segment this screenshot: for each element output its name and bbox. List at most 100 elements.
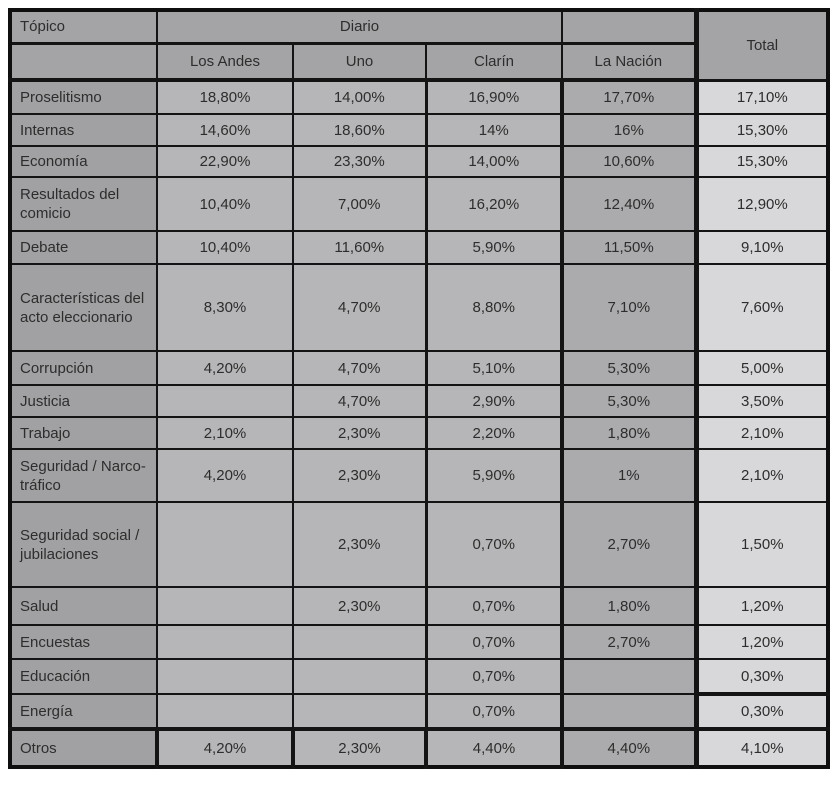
value-cell: 4,40% bbox=[423, 727, 564, 768]
total-value-cell: 2,10% bbox=[693, 448, 830, 503]
value-cell: 1,80% bbox=[560, 416, 698, 450]
value-cell bbox=[292, 693, 427, 730]
value-cell: 2,30% bbox=[292, 501, 427, 588]
diario-group-header: Diario bbox=[155, 9, 564, 45]
total-value-cell: 15,30% bbox=[693, 145, 830, 178]
topic-cell: Resultados del comicio bbox=[9, 176, 158, 232]
row-proselitismo: Proselitismo 18,80% 14,00% 16,90% 17,70%… bbox=[9, 79, 830, 115]
header-row-group: Tópico Diario Total bbox=[9, 9, 830, 82]
value-cell: 0,70% bbox=[424, 693, 564, 730]
value-cell: 4,20% bbox=[156, 350, 294, 386]
value-cell: 16,20% bbox=[424, 176, 564, 232]
value-cell: 18,80% bbox=[156, 79, 294, 115]
value-cell: 4,70% bbox=[292, 350, 427, 386]
value-cell: 7,00% bbox=[292, 176, 427, 232]
value-cell: 4,20% bbox=[155, 727, 294, 768]
row-resultados-del-comicio: Resultados del comicio 10,40% 7,00% 16,2… bbox=[9, 176, 830, 232]
topic-cell: Otros bbox=[9, 727, 158, 768]
value-cell: 2,90% bbox=[424, 384, 564, 418]
value-cell: 14,00% bbox=[424, 145, 564, 178]
total-value-cell: 0,30% bbox=[693, 693, 830, 730]
value-cell: 2,70% bbox=[560, 624, 698, 660]
value-cell: 10,60% bbox=[560, 145, 698, 178]
topic-cell: Trabajo bbox=[9, 416, 158, 450]
value-cell bbox=[156, 384, 294, 418]
topics-by-newspaper-table: Tópico Diario Total Los Andes Uno Clarín… bbox=[8, 8, 831, 769]
value-cell: 8,80% bbox=[424, 263, 564, 352]
value-cell bbox=[560, 658, 698, 695]
value-cell: 18,60% bbox=[292, 113, 427, 147]
value-cell: 11,50% bbox=[560, 230, 698, 265]
value-cell: 0,70% bbox=[424, 624, 564, 660]
row-justicia: Justicia 4,70% 2,90% 5,30% 3,50% bbox=[9, 384, 830, 418]
value-cell: 2,10% bbox=[156, 416, 294, 450]
topic-cell: Seguridad / Narco-tráfico bbox=[9, 448, 158, 503]
row-educacion: Educación 0,70% 0,30% bbox=[9, 658, 830, 696]
topic-cell: Internas bbox=[9, 113, 158, 147]
row-debate: Debate 10,40% 11,60% 5,90% 11,50% 9,10% bbox=[9, 230, 830, 265]
topic-cell: Encuestas bbox=[9, 624, 158, 660]
total-value-cell: 17,10% bbox=[693, 79, 830, 115]
value-cell: 5,90% bbox=[424, 230, 564, 265]
topic-cell: Justicia bbox=[9, 384, 158, 418]
row-seguridad-social-jubilaciones: Seguridad social / jubilaciones 2,30% 0,… bbox=[9, 501, 830, 588]
value-cell: 17,70% bbox=[560, 79, 698, 115]
value-cell: 10,40% bbox=[156, 176, 294, 232]
total-value-cell: 2,10% bbox=[693, 416, 830, 450]
value-cell: 16,90% bbox=[424, 79, 564, 115]
value-cell: 5,30% bbox=[560, 384, 698, 418]
total-value-cell: 5,00% bbox=[693, 350, 830, 386]
value-cell: 8,30% bbox=[156, 263, 294, 352]
total-value-cell: 1,50% bbox=[693, 501, 830, 588]
value-cell bbox=[156, 586, 294, 626]
total-value-cell: 7,60% bbox=[693, 263, 830, 352]
topic-column-header: Tópico bbox=[9, 9, 158, 45]
value-cell: 4,40% bbox=[560, 727, 698, 768]
value-cell: 0,70% bbox=[424, 586, 564, 626]
row-energia: Energía 0,70% 0,30% bbox=[9, 693, 830, 730]
value-cell: 5,10% bbox=[424, 350, 564, 386]
value-cell bbox=[156, 501, 294, 588]
row-encuestas: Encuestas 0,70% 2,70% 1,20% bbox=[9, 624, 830, 660]
value-cell bbox=[156, 693, 294, 730]
value-cell: 5,90% bbox=[424, 448, 564, 503]
total-value-cell: 15,30% bbox=[693, 113, 830, 147]
row-salud: Salud 2,30% 0,70% 1,80% 1,20% bbox=[9, 586, 830, 626]
value-cell: 14,60% bbox=[156, 113, 294, 147]
row-otros: Otros 4,20% 2,30% 4,40% 4,40% 4,10% bbox=[9, 727, 830, 768]
value-cell: 0,70% bbox=[424, 501, 564, 588]
row-economia: Economía 22,90% 23,30% 14,00% 10,60% 15,… bbox=[9, 145, 830, 178]
column-header-los-andes: Los Andes bbox=[156, 42, 294, 82]
total-value-cell: 0,30% bbox=[693, 658, 830, 696]
row-corrupcion: Corrupción 4,20% 4,70% 5,10% 5,30% 5,00% bbox=[9, 350, 830, 386]
value-cell: 11,60% bbox=[292, 230, 427, 265]
topic-cell: Educación bbox=[9, 658, 158, 695]
value-cell bbox=[292, 658, 427, 695]
value-cell: 1% bbox=[560, 448, 698, 503]
row-seguridad-narcotrafico: Seguridad / Narco-tráfico 4,20% 2,30% 5,… bbox=[9, 448, 830, 503]
value-cell: 2,30% bbox=[292, 586, 427, 626]
value-cell: 5,30% bbox=[560, 350, 698, 386]
value-cell bbox=[292, 624, 427, 660]
value-cell: 2,30% bbox=[291, 727, 427, 768]
row-trabajo: Trabajo 2,10% 2,30% 2,20% 1,80% 2,10% bbox=[9, 416, 830, 450]
total-value-cell: 3,50% bbox=[693, 384, 830, 418]
value-cell: 4,20% bbox=[156, 448, 294, 503]
value-cell: 2,20% bbox=[424, 416, 564, 450]
value-cell: 14,00% bbox=[292, 79, 427, 115]
total-value-cell: 9,10% bbox=[693, 230, 830, 265]
value-cell: 2,30% bbox=[292, 416, 427, 450]
value-cell bbox=[560, 693, 698, 730]
value-cell: 12,40% bbox=[560, 176, 698, 232]
total-column-header: Total bbox=[693, 9, 830, 82]
empty-group-header-cell bbox=[561, 9, 698, 45]
value-cell: 2,70% bbox=[560, 501, 698, 588]
topic-cell: Economía bbox=[9, 145, 158, 178]
row-internas: Internas 14,60% 18,60% 14% 16% 15,30% bbox=[9, 113, 830, 147]
total-value-cell: 12,90% bbox=[693, 176, 830, 232]
empty-topic-header-cell bbox=[9, 42, 158, 82]
value-cell: 7,10% bbox=[560, 263, 698, 352]
value-cell: 2,30% bbox=[292, 448, 427, 503]
row-caracteristicas-acto-eleccionario: Características del acto eleccionario 8,… bbox=[9, 263, 830, 352]
